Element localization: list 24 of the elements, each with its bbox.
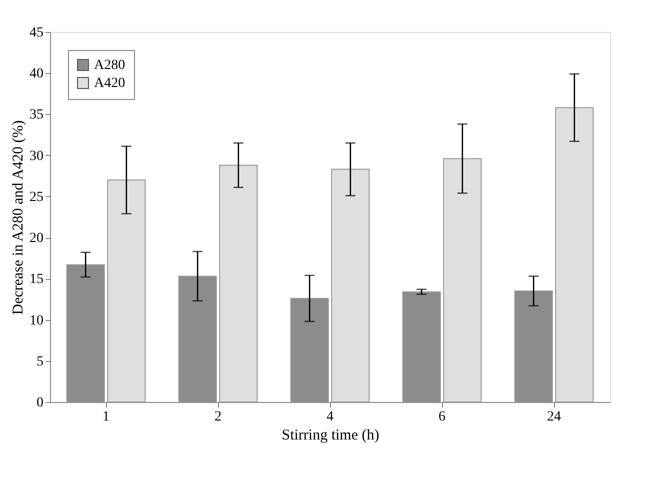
- x-tick-label: 2: [214, 410, 222, 424]
- x-axis-title: Stirring time (h): [282, 428, 380, 444]
- bar: [107, 180, 146, 402]
- legend-label: A280: [94, 58, 126, 73]
- y-tick-label: 35: [30, 108, 44, 123]
- bar: [555, 107, 594, 402]
- y-tick-label: 30: [30, 148, 44, 164]
- y-tick-label: 40: [30, 66, 44, 82]
- legend-label: A420: [94, 76, 126, 91]
- y-tick-label: 45: [30, 26, 44, 40]
- bar: [219, 164, 258, 402]
- x-tick-label: 1: [102, 410, 110, 424]
- x-tick-label: 6: [438, 410, 446, 424]
- y-tick-label: 25: [30, 190, 44, 205]
- x-tick-label: 24: [547, 410, 561, 424]
- y-tick-label: 0: [36, 396, 44, 410]
- x-tick-label: 4: [326, 410, 334, 424]
- y-tick-label: 15: [30, 272, 44, 288]
- y-tick-label: 5: [36, 354, 44, 370]
- bar: [331, 168, 370, 402]
- y-tick-label: 20: [30, 231, 44, 246]
- y-axis-title: Decrease in A280 and A420 (%): [10, 120, 26, 315]
- y-tick-label: 10: [30, 313, 44, 328]
- bar: [443, 158, 482, 402]
